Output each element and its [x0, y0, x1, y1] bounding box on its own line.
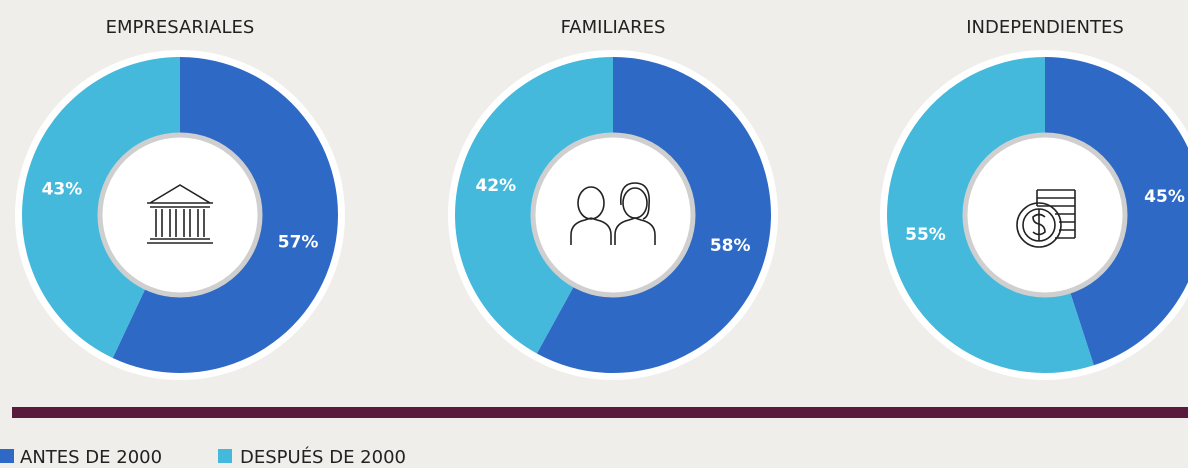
legend-label: DESPUÉS DE 2000 [240, 446, 406, 468]
bank-icon [147, 184, 213, 244]
value-label: 57% [278, 232, 319, 252]
chart-title: EMPRESARIALES [106, 17, 255, 38]
inner-circle [97, 132, 263, 298]
legend-label: ANTES DE 2000 [20, 447, 162, 468]
value-label: 58% [710, 236, 751, 256]
legend-swatch [0, 449, 14, 463]
people-icon [570, 182, 656, 245]
coins-icon [1016, 189, 1076, 248]
inner-circle [962, 132, 1128, 298]
legend-swatch [218, 449, 232, 463]
value-label: 55% [905, 225, 946, 245]
value-label: 45% [1144, 187, 1185, 207]
value-label: 43% [42, 180, 83, 200]
chart-title: INDEPENDIENTES [966, 17, 1124, 38]
icons [147, 182, 1076, 248]
divider [12, 407, 1188, 418]
charts: EMPRESARIALES 57% 43% FAMILIARES 58% 42% INDEP… [15, 17, 1188, 380]
inner-circle [530, 132, 696, 298]
chart-title: FAMILIARES [561, 17, 666, 38]
value-label: 42% [475, 176, 516, 196]
